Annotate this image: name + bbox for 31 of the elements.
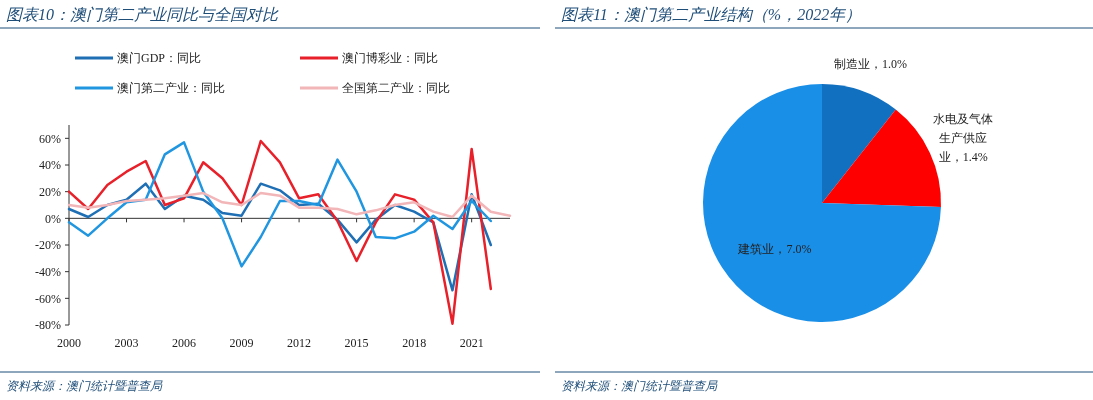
x-tick-label: 2015 [344,336,369,350]
chart-title: 图表11：澳门第二产业结构（%，2022年） [561,6,862,23]
line-series [67,139,493,325]
slice-label: 制造业，1.0% [833,56,907,71]
x-tick-label: 2009 [229,336,254,350]
line-series [67,191,512,219]
text: 资料来源：澳门统计暨普查局 [561,379,718,393]
y-tick-label: -60% [35,291,61,306]
x-tick-label: 2012 [287,336,312,350]
x-tick-label: 2006 [172,336,197,350]
y-tick-label: 20% [39,184,61,199]
legend-label: 澳门第二产业：同比 [117,81,225,96]
slice-label: 建筑业，7.0% [737,241,812,256]
legend-label: 澳门GDP：同比 [117,51,202,66]
x-tick-label: 2021 [459,336,484,350]
y-tick-label: -20% [35,238,61,253]
text: 资料来源：澳门统计暨普查局 [6,379,163,393]
y-tick-label: 60% [39,131,61,146]
y-tick-label: -80% [35,318,61,333]
y-tick-label: 0% [45,211,61,226]
x-tick-label: 2000 [57,336,81,350]
x-tick-label: 2018 [402,336,427,350]
chart-title: 图表10：澳门第二产业同比与全国对比 [6,6,279,23]
legend-label: 澳门博彩业：同比 [342,51,438,66]
y-tick-label: -40% [35,264,61,279]
line-series [67,141,493,268]
y-tick-label: 40% [39,158,61,173]
slice-label: 水电及气体生产供应业，1.4% [933,111,994,164]
x-tick-label: 2003 [114,336,139,350]
pie-slice [822,84,896,203]
legend-label: 全国第二产业：同比 [342,81,450,96]
